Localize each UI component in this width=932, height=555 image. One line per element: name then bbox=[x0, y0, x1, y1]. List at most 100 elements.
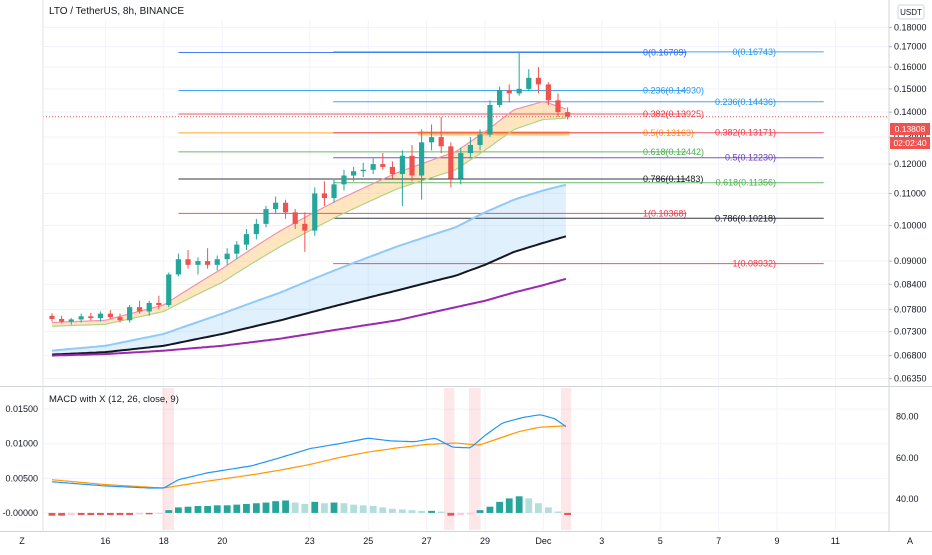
ema-line-black bbox=[51, 235, 567, 356]
macd-histogram-bar bbox=[467, 512, 474, 515]
macd-histogram-bar bbox=[262, 502, 270, 513]
macd-histogram-bar bbox=[428, 510, 435, 513]
candle-body bbox=[526, 77, 532, 89]
candle-body bbox=[185, 259, 191, 265]
macd-histogram-bar bbox=[282, 500, 289, 513]
macd-histogram-bar bbox=[350, 504, 357, 513]
currency-badge-box[interactable] bbox=[897, 4, 925, 20]
macd-histogram-bar bbox=[184, 506, 192, 513]
time-tick-label: 5 bbox=[658, 536, 663, 546]
signal-line bbox=[51, 425, 566, 489]
macd-histogram-bar bbox=[97, 512, 104, 516]
price-grid bbox=[43, 20, 889, 530]
candle-body bbox=[97, 313, 104, 319]
macd-histogram-bar bbox=[58, 512, 65, 516]
price-tick-label: 0.15000 bbox=[894, 84, 927, 94]
macd-histogram-bar bbox=[379, 507, 387, 513]
candle-body bbox=[409, 155, 415, 176]
candle-body bbox=[467, 144, 473, 154]
countdown-badge: 02:02:40 bbox=[893, 138, 926, 148]
candle-body bbox=[195, 261, 201, 265]
price-tick-label: 0.17000 bbox=[894, 42, 927, 52]
macd-left-tick-label: 0.01000 bbox=[5, 439, 38, 449]
fib-retracement-2[interactable]: 0(0.16743) 0.236(0.14436) 0.382(0.13171) 0.… bbox=[333, 47, 824, 269]
candle-body bbox=[136, 307, 143, 312]
candle-body bbox=[214, 259, 220, 265]
candle-body bbox=[282, 202, 289, 213]
candle-body bbox=[146, 302, 152, 312]
fib-level-label: 0.236(0.14436) bbox=[715, 97, 776, 107]
candle-body bbox=[292, 212, 298, 224]
candle-body bbox=[127, 307, 133, 321]
time-tick-label: 18 bbox=[159, 536, 169, 546]
candle-body bbox=[351, 171, 357, 176]
price-tick-label: 0.08400 bbox=[894, 279, 927, 289]
timezone-button[interactable]: Z bbox=[19, 536, 25, 546]
macd-histogram-bar bbox=[535, 503, 542, 513]
macd-left-axis: 0.01500 0.01000 0.00500 -0.00000 bbox=[2, 404, 38, 518]
time-tick-label: 16 bbox=[100, 536, 110, 546]
time-tick-label: 20 bbox=[217, 536, 227, 546]
countdown-badge-box bbox=[890, 137, 930, 149]
time-tick-label: 7 bbox=[716, 536, 721, 546]
macd-title[interactable]: MACD with X (12, 26, close, 9) bbox=[49, 394, 179, 405]
candle-body bbox=[341, 175, 347, 185]
fib-level-label: 0(0.16743) bbox=[732, 47, 776, 57]
candle-body bbox=[166, 274, 172, 306]
macd-histogram-bar bbox=[67, 512, 75, 516]
macd-left-tick-label: -0.00000 bbox=[2, 508, 38, 518]
candle-body bbox=[224, 253, 230, 260]
macd-histogram bbox=[48, 496, 572, 516]
candle-body bbox=[360, 169, 366, 172]
auto-scale-button[interactable]: A bbox=[907, 536, 913, 546]
candle-body bbox=[448, 146, 454, 179]
macd-histogram-bar bbox=[301, 503, 309, 513]
macd-histogram-bar bbox=[106, 512, 114, 516]
fib-level-label: 0.382(0.13925) bbox=[643, 109, 704, 119]
candle-body bbox=[370, 164, 376, 170]
candle-body bbox=[428, 137, 435, 143]
fib-level-label: 0.382(0.13171) bbox=[715, 128, 776, 138]
fib-level-label: 0(0.16709) bbox=[643, 47, 687, 57]
ema-line-purple bbox=[51, 277, 567, 357]
candle-body bbox=[107, 313, 113, 318]
time-tick-label: 23 bbox=[305, 536, 315, 546]
candle-body bbox=[59, 318, 65, 322]
fib-level-label: 0.618(0.12442) bbox=[643, 147, 704, 157]
macd-histogram-bar bbox=[194, 506, 202, 513]
macd-histogram-bar bbox=[447, 512, 455, 516]
macd-histogram-bar bbox=[126, 512, 134, 516]
currency-badge[interactable]: USDT bbox=[900, 8, 922, 17]
macd-histogram-bar bbox=[223, 505, 231, 513]
macd-left-tick-label: 0.00500 bbox=[5, 473, 38, 483]
macd-histogram-bar bbox=[457, 512, 465, 516]
macd-right-tick-label: 60.00 bbox=[896, 453, 919, 463]
candle-body bbox=[399, 155, 405, 175]
macd-cross-highlights bbox=[162, 388, 572, 530]
macd-histogram-bar bbox=[77, 512, 85, 516]
fib-level-label: 0.618(0.11356) bbox=[716, 178, 776, 188]
time-tick-label: 9 bbox=[774, 536, 779, 546]
candle-body bbox=[263, 209, 269, 224]
macd-histogram-bar bbox=[330, 502, 338, 513]
time-axis[interactable]: 16 18 20 23 25 27 29 Dec 3 5 7 9 11 bbox=[100, 536, 840, 546]
ema-lines bbox=[51, 101, 567, 357]
candle-body bbox=[565, 112, 571, 117]
price-tick-label: 0.10000 bbox=[894, 221, 927, 231]
macd-left-tick-label: 0.01500 bbox=[5, 404, 38, 414]
candle-body bbox=[156, 302, 162, 306]
last-price-badge-box bbox=[890, 123, 930, 135]
time-tick-label: Dec bbox=[535, 536, 552, 546]
candle-body bbox=[497, 89, 503, 105]
candle-body bbox=[312, 193, 318, 231]
macd-right-axis: 80.00 60.00 40.00 bbox=[896, 412, 919, 505]
symbol-title[interactable]: LTO / TetherUS, 8h, BINANCE bbox=[49, 6, 184, 17]
candle-body bbox=[49, 315, 55, 319]
candle-body bbox=[506, 89, 512, 94]
candle-body bbox=[321, 193, 327, 199]
macd-histogram-bar bbox=[418, 510, 426, 513]
macd-histogram-bar bbox=[272, 501, 280, 513]
ema-band-orange bbox=[52, 101, 566, 327]
